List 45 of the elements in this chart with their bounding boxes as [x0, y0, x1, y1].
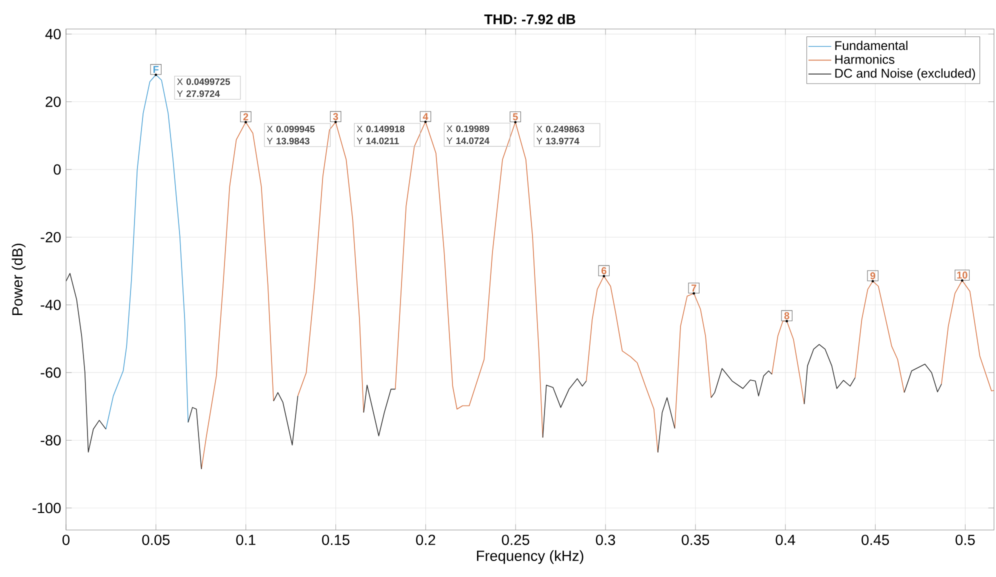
annotation: X 0.19989 [446, 125, 490, 132]
y-tick-label: 0 [54, 164, 61, 175]
x-tick-label: 0.5 [956, 534, 975, 546]
y-tick-label: -20 [40, 232, 61, 242]
annotation: 2 [243, 113, 248, 120]
y-tick-label: -100 [32, 502, 61, 514]
annotation: 5 [512, 113, 518, 120]
annotation: 9 [870, 272, 876, 280]
y-tick-label: -40 [40, 300, 61, 310]
annotation: 8 [784, 312, 790, 320]
x-tick-label: 0.4 [776, 534, 796, 546]
y-tick-label: 40 [45, 28, 61, 40]
annotation: X 0.149918 [356, 126, 405, 132]
annotation: Y 13.9774 [536, 138, 580, 144]
x-tick-label: 0.15 [322, 534, 350, 546]
y-tick-label: -80 [40, 435, 61, 446]
x-tick-label: 0.3 [596, 534, 616, 546]
annotation: X 0.0499725 [177, 78, 230, 85]
annotation: X 0.099945 [266, 126, 315, 132]
y-axis-title: Power (dB) [12, 244, 26, 315]
x-tick-label: 0.05 [142, 534, 170, 546]
annotation: Y 13.9843 [266, 138, 310, 144]
annotation: 3 [333, 113, 338, 120]
legend-label: Harmonics [835, 54, 894, 64]
chart-title: THD: -7.92 dB [484, 14, 576, 24]
x-tick-label: 0.25 [502, 534, 530, 546]
annotation: X 0.249863 [536, 126, 584, 132]
x-axis-title: Frequency (kHz) [477, 550, 584, 564]
annotation: Y 14.0724 [446, 137, 490, 144]
legend-label: Fundamental [835, 40, 908, 50]
x-tick-label: 0.35 [682, 534, 710, 546]
x-tick-label: 0 [62, 534, 70, 546]
legend-label: DC and Noise (excluded) [835, 68, 975, 80]
annotation: F [153, 66, 159, 73]
annotation: Y 14.0211 [356, 138, 399, 144]
annotation: 7 [692, 284, 696, 292]
y-tick-label: -60 [40, 367, 61, 378]
x-tick-label: 0.45 [862, 534, 889, 546]
x-tick-label: 0.1 [236, 534, 256, 546]
annotation: Y 27.9724 [177, 90, 220, 97]
annotation: 4 [422, 113, 428, 120]
x-tick-label: 0.2 [416, 534, 436, 546]
annotation: 10 [957, 272, 968, 279]
annotation: 6 [602, 267, 606, 274]
y-tick-label: 20 [46, 96, 61, 107]
